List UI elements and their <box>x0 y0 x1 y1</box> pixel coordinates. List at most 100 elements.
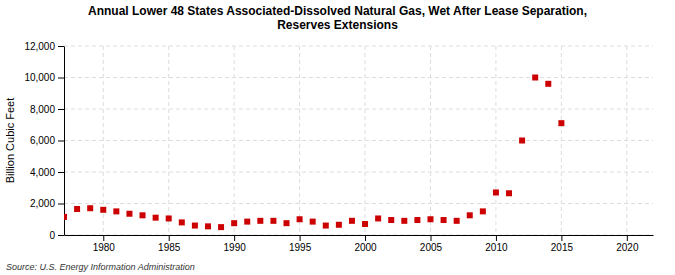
x-tick: 2000 <box>354 235 377 253</box>
y-axis-title: Billion Cubic Feet <box>4 98 16 184</box>
point <box>480 208 486 214</box>
x-tick-label: 1995 <box>289 242 312 253</box>
point <box>558 120 564 126</box>
y-tick-mark <box>58 46 64 47</box>
x-tick-label: 2005 <box>420 242 443 253</box>
grid-line-y <box>64 109 653 110</box>
y-tick-label: 6,000 <box>30 135 55 146</box>
point <box>166 215 172 221</box>
point <box>506 190 512 196</box>
y-tick-label: 8,000 <box>30 104 55 115</box>
y-axis: 0 2,000 4,000 6,000 8,000 10,000 12,000 <box>24 41 64 241</box>
point <box>336 222 342 228</box>
point <box>126 211 132 217</box>
y-tick-mark <box>58 235 64 236</box>
point <box>467 212 473 218</box>
point <box>519 138 525 144</box>
y-tick: 2,000 <box>30 198 64 209</box>
title: Annual Lower 48 States Associated-Dissol… <box>88 4 587 32</box>
x-tick: 1990 <box>224 235 247 253</box>
grid-line-y <box>64 203 653 204</box>
y-tick-label: 12,000 <box>24 41 55 52</box>
point <box>441 217 447 223</box>
y-axis-line <box>64 47 65 236</box>
points <box>64 75 564 231</box>
point <box>545 81 551 87</box>
point <box>231 220 237 226</box>
y-tick-label: 10,000 <box>24 72 55 83</box>
x-tick-mark <box>430 235 431 241</box>
point <box>284 220 290 226</box>
point <box>140 212 146 218</box>
point <box>218 224 224 230</box>
point <box>323 223 329 229</box>
x-tick-mark <box>234 235 235 241</box>
x-axis: 1980 1985 1990 1995 2000 2005 2010 2015 2020 <box>65 235 654 253</box>
point <box>454 218 460 224</box>
grid-line-y <box>64 46 653 47</box>
x-axis-line <box>65 235 654 236</box>
grid-line-y <box>64 235 653 236</box>
x-tick-mark <box>169 235 170 241</box>
x-tick-mark <box>365 235 366 241</box>
grid-line-y <box>64 140 653 141</box>
y-tick: 8,000 <box>30 104 64 115</box>
y-tick-mark <box>58 204 64 205</box>
grid-line-x <box>495 46 496 235</box>
x-tick-label: 1980 <box>93 242 116 253</box>
x-tick-mark <box>496 235 497 241</box>
point <box>427 216 433 222</box>
grid <box>64 46 653 235</box>
y-tick-mark <box>58 78 64 79</box>
x-tick-label: 2000 <box>354 242 377 253</box>
point <box>388 217 394 223</box>
point <box>493 189 499 195</box>
y-tick-mark <box>58 141 64 142</box>
point <box>113 208 119 214</box>
x-tick-mark <box>627 235 628 241</box>
point <box>244 219 250 225</box>
x-tick-mark <box>561 235 562 241</box>
x-tick: 1985 <box>158 235 181 253</box>
y-tick-label: 0 <box>49 230 55 241</box>
grid-line-y <box>64 77 653 78</box>
x-tick: 2015 <box>551 235 574 253</box>
x-tick-label: 1985 <box>158 242 181 253</box>
y-tick-mark <box>58 172 64 173</box>
y-tick: 12,000 <box>24 41 64 52</box>
point <box>100 207 106 213</box>
x-tick-label: 2020 <box>616 242 639 253</box>
point <box>179 219 185 225</box>
point <box>87 205 93 211</box>
x-tick-mark <box>103 235 104 241</box>
y-tick-mark <box>58 109 64 110</box>
point <box>270 218 276 224</box>
y-tick: 10,000 <box>24 72 64 83</box>
plot: 1980 1985 1990 1995 2000 2005 2010 2015 2020 0 2,0… <box>4 41 654 253</box>
x-tick: 1995 <box>289 235 312 253</box>
point <box>362 221 368 227</box>
chart: Annual Lower 48 States Associated-Dissol… <box>0 0 675 275</box>
x-tick-label: 1990 <box>224 242 247 253</box>
point <box>192 223 198 229</box>
source: Source: U.S. Energy Information Administ… <box>6 262 195 272</box>
x-tick-label: 2015 <box>551 242 574 253</box>
point <box>532 75 538 81</box>
x-tick-mark <box>300 235 301 241</box>
point <box>153 215 159 221</box>
point <box>414 217 420 223</box>
grid-line-y <box>64 172 653 173</box>
point <box>349 218 355 224</box>
title-line: Reserves Extensions <box>277 18 398 32</box>
y-tick: 4,000 <box>30 167 64 178</box>
grid-line-x <box>299 46 300 235</box>
y-tick: 0 <box>49 230 64 241</box>
point <box>310 219 316 225</box>
point <box>297 216 303 222</box>
x-tick: 2005 <box>420 235 443 253</box>
x-tick: 2010 <box>485 235 508 253</box>
point <box>401 218 407 224</box>
x-tick: 1980 <box>93 235 116 253</box>
point <box>74 206 80 212</box>
point <box>64 214 67 220</box>
